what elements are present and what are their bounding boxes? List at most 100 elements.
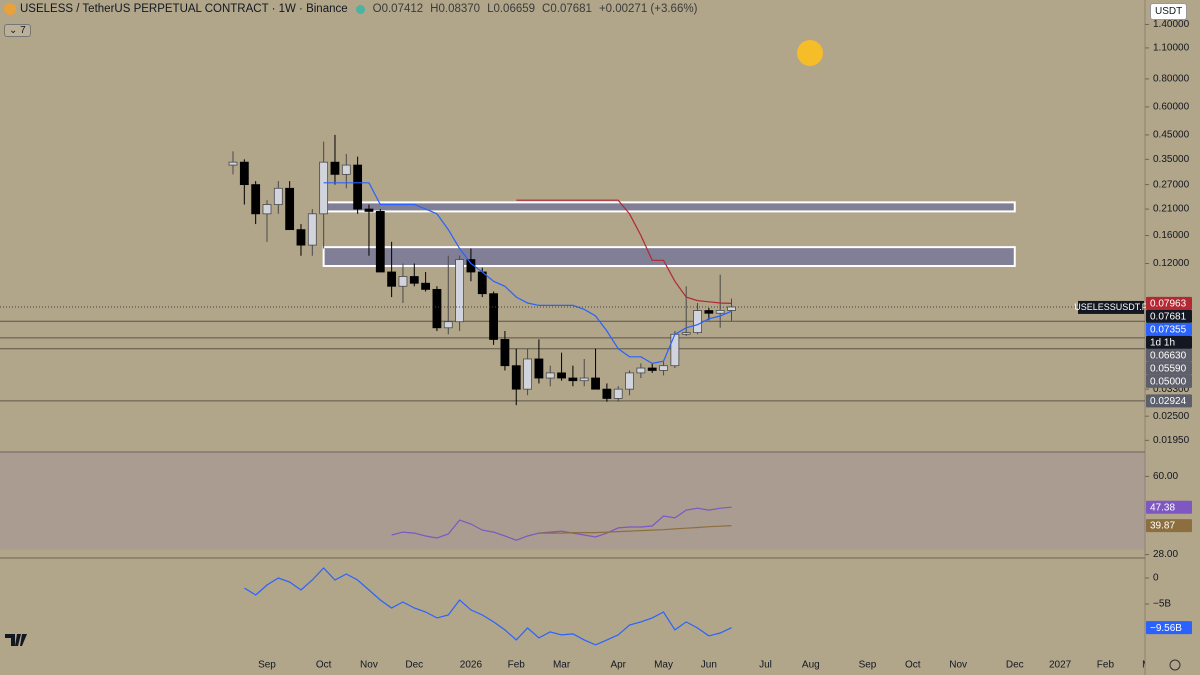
level-label-bg: [1146, 394, 1192, 408]
candle-body: [557, 372, 566, 379]
candle-body: [262, 204, 272, 215]
status-dot: [355, 4, 365, 14]
y-tick-label: 0: [1153, 573, 1159, 584]
y-tick-label: 0.60000: [1153, 102, 1190, 113]
ohlc-value: 0.07412: [381, 3, 424, 15]
change: +0.00271 (+3.66%): [598, 3, 698, 15]
x-tick-label: Jul: [759, 660, 772, 671]
candle-body: [375, 211, 385, 273]
candle-body: [353, 164, 363, 210]
y-tick-label: 0.01950: [1153, 435, 1190, 446]
y-tick-label: −5B: [1153, 599, 1171, 610]
last-value-label: 47.38: [1150, 502, 1175, 513]
y-tick-label: 0.27000: [1153, 179, 1190, 190]
ohlc-value: 0.08370: [438, 3, 481, 15]
sun-icon: [797, 40, 823, 66]
candle-body: [636, 367, 646, 374]
tv-logo: [5, 634, 27, 646]
candle-body: [602, 388, 612, 399]
y-tick-label: 0.45000: [1153, 130, 1190, 141]
candle-body: [591, 377, 600, 390]
candle-body: [307, 213, 317, 246]
candle-body: [715, 310, 725, 314]
y-tick-label: 0.80000: [1153, 74, 1190, 85]
candle-body: [364, 208, 374, 212]
indicator-count: 7: [20, 25, 26, 36]
x-tick-label: May: [654, 660, 673, 671]
x-tick-label: Aug: [802, 660, 820, 671]
y-tick-label: 0.35000: [1153, 154, 1190, 165]
indicator-toggle[interactable]: ⌄ 7: [4, 24, 31, 37]
x-tick-label: Dec: [1006, 660, 1024, 671]
level-label: 0.05000: [1150, 377, 1187, 388]
candle-body: [341, 164, 351, 175]
indicator-line: [516, 199, 732, 304]
last-value-label: 0.07963: [1150, 299, 1187, 310]
level-label: 0.06630: [1150, 351, 1187, 362]
last-value-label-bg: [1146, 322, 1192, 336]
indicator-line: [538, 525, 732, 534]
x-tick-label: Oct: [905, 660, 921, 671]
candle-body: [579, 377, 589, 382]
x-tick-label: Dec: [405, 660, 423, 671]
candle-body: [387, 271, 397, 287]
candle-body: [489, 293, 498, 340]
last-value-label: 39.87: [1150, 521, 1175, 532]
x-tick-label: Mar: [553, 660, 571, 671]
candle-body: [432, 288, 442, 329]
candle-body: [613, 388, 623, 399]
candle-body: [330, 161, 340, 175]
y-tick-label: 0.02500: [1153, 411, 1190, 422]
y-tick-label: 60.00: [1153, 471, 1178, 482]
indicator-line: [323, 182, 732, 365]
candle-body: [659, 365, 668, 371]
ohlc-key: O: [372, 3, 382, 15]
currency-button[interactable]: USDT: [1150, 3, 1188, 20]
settings-icon[interactable]: [1169, 659, 1181, 671]
candle-body: [647, 367, 657, 371]
x-tick-label: Feb: [1097, 660, 1115, 671]
ohlc-key: L: [487, 3, 494, 15]
candle-body: [409, 276, 419, 284]
candle-body: [681, 332, 691, 335]
x-tick-label: Oct: [316, 660, 332, 671]
ohlc-key: C: [542, 3, 551, 15]
level-label: 0.05590: [1150, 364, 1187, 375]
ohlc-value: 0.06659: [493, 3, 536, 15]
x-tick-label: 2026: [460, 660, 483, 671]
ohlc-value: 0.07681: [550, 3, 592, 15]
candle-body: [545, 372, 555, 379]
level-label: 0.02924: [1150, 396, 1187, 407]
last-value-label-bg: [1146, 519, 1192, 533]
candle-body: [670, 333, 680, 367]
indicator-line: [243, 567, 732, 646]
x-tick-label: Mar: [1142, 660, 1160, 671]
level-label-bg: [1146, 361, 1192, 375]
x-tick-label: Jun: [701, 660, 717, 671]
candle-body: [477, 271, 487, 295]
last-value-label-bg: [1146, 621, 1192, 635]
candle-body: [239, 161, 249, 186]
last-value-label-bg: [1146, 500, 1192, 514]
x-tick-label: Nov: [360, 660, 378, 671]
candle-body: [704, 310, 714, 314]
last-price-label-bg: [1146, 309, 1192, 323]
symbol-icon: [4, 3, 16, 15]
candle-body: [273, 187, 283, 205]
symbol[interactable]: USELESS / TetherUS PERPETUAL CONTRACT · …: [20, 3, 348, 15]
indicator-line: [391, 506, 732, 541]
candle-body: [443, 321, 453, 329]
band: [0, 452, 1145, 550]
candle-body: [523, 358, 532, 390]
last-value-label: −9.56B: [1150, 623, 1182, 634]
y-tick-label: 28.00: [1153, 549, 1178, 560]
y-tick-label: 0.03300: [1153, 384, 1190, 395]
candle-body: [500, 339, 510, 367]
candle-body: [251, 184, 261, 215]
candle-body: [727, 306, 736, 311]
y-tick-label: 1.40000: [1153, 19, 1190, 30]
candle-body: [296, 229, 306, 246]
candle-body: [511, 365, 521, 390]
x-tick-label: Feb: [508, 660, 526, 671]
